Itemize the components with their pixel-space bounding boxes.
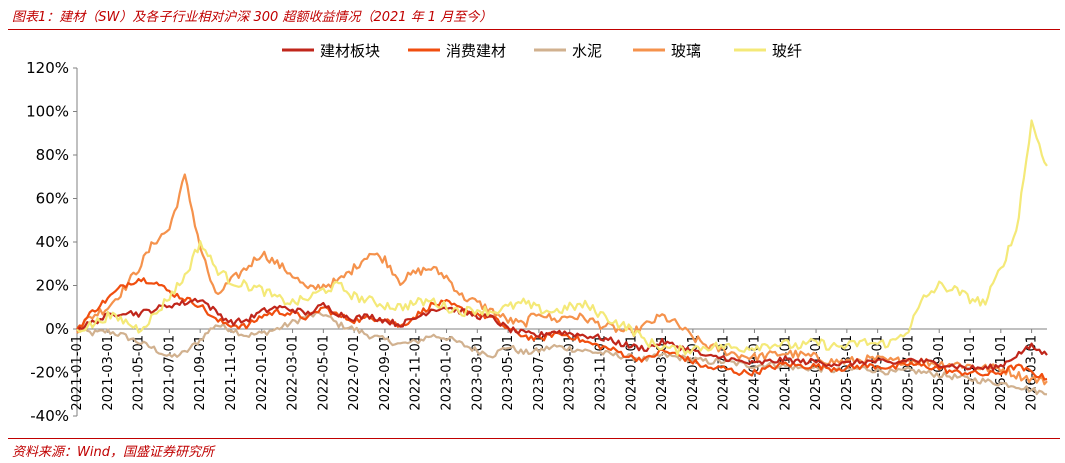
x-tick-label: 2023-05-01 bbox=[501, 335, 516, 411]
x-tick-label: 2022-01-01 bbox=[255, 335, 270, 411]
y-tick-label: -40% bbox=[30, 407, 69, 425]
x-tick-label: 2022-03-01 bbox=[286, 335, 301, 411]
x-tick-label: 2025-09-01 bbox=[932, 335, 947, 411]
x-tick-label: 2023-09-01 bbox=[563, 335, 578, 411]
y-tick-label: 40% bbox=[36, 233, 69, 251]
y-tick-label: 0% bbox=[45, 320, 69, 338]
top-divider bbox=[8, 29, 1060, 30]
x-tick-label: 2021-05-01 bbox=[132, 335, 147, 411]
x-tick-label: 2025-03-01 bbox=[840, 335, 855, 411]
y-tick-label: 80% bbox=[36, 146, 69, 164]
series-layer bbox=[76, 119, 1048, 396]
series-line-0 bbox=[76, 297, 1048, 372]
y-tick-label: -20% bbox=[30, 364, 69, 382]
x-tick-label: 2021-09-01 bbox=[193, 335, 208, 411]
x-tick-label: 2022-07-01 bbox=[347, 335, 362, 411]
x-tick-label: 2022-11-01 bbox=[409, 335, 424, 411]
x-tick-label: 2023-07-01 bbox=[532, 335, 547, 411]
chart-legend: 建材板块 消费建材 水泥 玻璃 玻纤 bbox=[282, 42, 802, 60]
x-tick-label: 2025-07-01 bbox=[901, 335, 916, 411]
title-bar: 图表1：建材（SW）及各子行业相对沪深 300 超额收益情况（2021 年 1 … bbox=[0, 0, 1065, 30]
x-tick-label: 2024-09-01 bbox=[747, 335, 762, 411]
y-tick-label: 100% bbox=[26, 103, 69, 121]
x-tick-label: 2023-03-01 bbox=[470, 335, 485, 411]
series-line-2 bbox=[76, 310, 1048, 396]
x-tick-label: 2022-09-01 bbox=[378, 335, 393, 411]
figure-title: 图表1：建材（SW）及各子行业相对沪深 300 超额收益情况（2021 年 1 … bbox=[12, 10, 493, 25]
bottom-divider bbox=[8, 438, 1060, 439]
series-line-4 bbox=[76, 119, 1048, 357]
legend-label: 消费建材 bbox=[446, 42, 506, 60]
legend-label: 水泥 bbox=[572, 42, 602, 60]
source-note: 资料来源：Wind，国盛证券研究所 bbox=[12, 445, 214, 460]
y-tick-label: 120% bbox=[26, 59, 69, 77]
y-tick-label: 60% bbox=[36, 190, 69, 208]
line-chart: 建材板块 消费建材 水泥 玻璃 玻纤 -40% -20% 0% 20% 40% 60% 80% 100… bbox=[26, 42, 1048, 425]
x-tick-label: 2025-05-01 bbox=[871, 335, 886, 411]
x-tick-label: 2021-07-01 bbox=[162, 335, 177, 411]
legend-label: 建材板块 bbox=[320, 42, 380, 60]
x-tick-label: 2023-01-01 bbox=[440, 335, 455, 411]
x-tick-label: 2021-01-01 bbox=[70, 335, 85, 411]
y-tick-label: 20% bbox=[36, 277, 69, 295]
legend-label: 玻璃 bbox=[671, 42, 701, 60]
series-line-3 bbox=[76, 173, 1048, 386]
x-tick-label: 2022-05-01 bbox=[316, 335, 331, 411]
y-axis: -40% -20% 0% 20% 40% 60% 80% 100% 120% bbox=[26, 59, 78, 425]
x-tick-label: 2021-03-01 bbox=[101, 335, 116, 411]
x-tick-label: 2025-01-01 bbox=[809, 335, 824, 411]
legend-label: 玻纤 bbox=[772, 42, 802, 60]
x-tick-label: 2021-11-01 bbox=[224, 335, 239, 411]
